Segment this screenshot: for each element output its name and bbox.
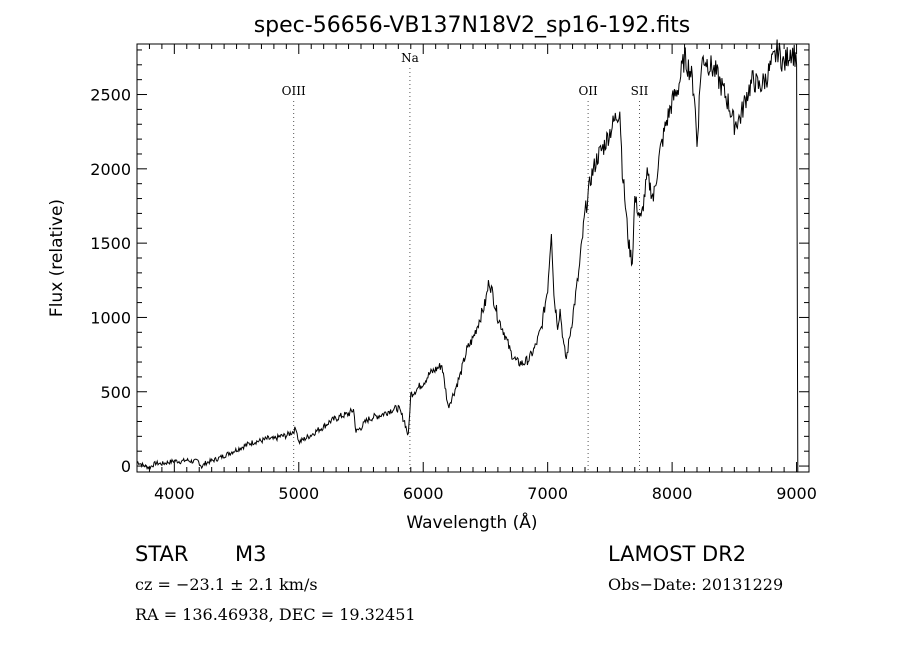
x-tick-label: 4000 [154, 484, 195, 503]
y-tick-label: 1500 [90, 234, 131, 253]
y-tick-label: 2000 [90, 160, 131, 179]
y-tick-label: 0 [121, 457, 131, 476]
y-tick-label: 500 [100, 383, 131, 402]
obs-date-text: Obs−Date: 20131229 [608, 575, 784, 594]
redshift-text: cz = −23.1 ± 2.1 km/s [135, 575, 318, 594]
x-tick-label: 9000 [776, 484, 817, 503]
chart-title: spec-56656-VB137N18V2_sp16-192.fits [254, 13, 691, 38]
x-tick-label: 6000 [403, 484, 444, 503]
plot-frame [136, 43, 810, 473]
spectral-line-label: OII [578, 84, 598, 98]
subclass: M3 [235, 542, 267, 566]
spectral-line-label: SII [631, 84, 649, 98]
x-tick-label: 8000 [652, 484, 693, 503]
coordinates-text: RA = 136.46938, DEC = 19.32451 [135, 605, 416, 624]
spectral-line-label: Na [401, 51, 419, 65]
x-tick-label: 7000 [527, 484, 568, 503]
object-class: STAR [135, 542, 189, 566]
spectral-line-label: OIII [282, 84, 306, 98]
x-tick-label: 5000 [278, 484, 319, 503]
x-axis-label: Wavelength (Å) [406, 511, 537, 533]
y-axis-label: Flux (relative) [47, 199, 67, 317]
survey-name: LAMOST DR2 [608, 542, 747, 566]
spectrum-line [136, 39, 799, 473]
y-tick-label: 1000 [90, 308, 131, 327]
y-tick-label: 2500 [90, 86, 131, 105]
